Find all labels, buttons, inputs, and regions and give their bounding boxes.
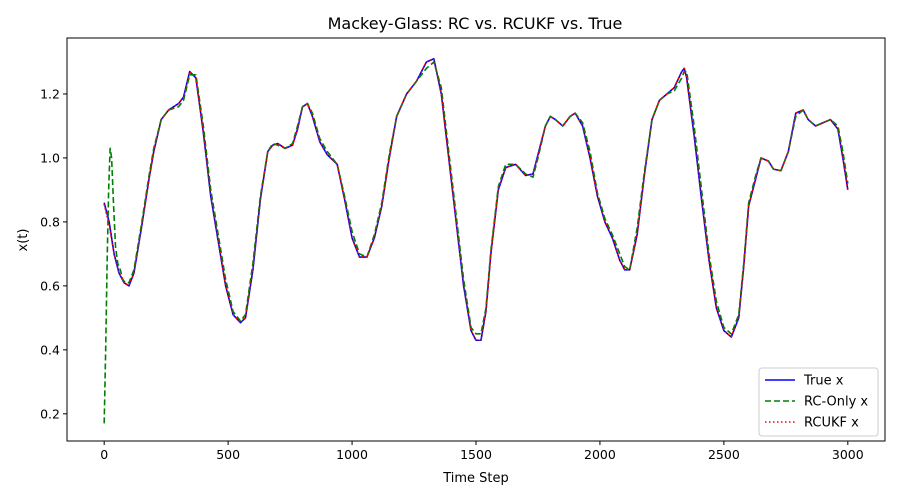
- x-tick-label: 3000: [832, 447, 864, 462]
- x-tick-label: 500: [216, 447, 240, 462]
- x-tick-label: 2500: [708, 447, 740, 462]
- x-axis: 0 500 1000 1500 2000 2500 3000: [100, 441, 864, 462]
- y-axis-label: x(t): [16, 229, 31, 252]
- legend-label-3: RCUKF x: [804, 416, 859, 431]
- y-tick-label: 0.6: [40, 278, 60, 293]
- x-tick-label: 0: [100, 447, 108, 462]
- series-line-2: [103, 61, 849, 424]
- y-tick-label: 0.2: [40, 406, 60, 421]
- y-tick-label: 0.8: [40, 214, 60, 229]
- series-line-3: [103, 57, 849, 342]
- x-tick-label: 1500: [460, 447, 492, 462]
- legend-box: [758, 367, 879, 437]
- series-layer: [103, 57, 849, 424]
- legend-label-2: RC-Only x: [804, 395, 868, 410]
- y-axis: 0.2 0.4 0.6 0.8 1.0 1.2: [40, 86, 67, 421]
- x-tick-label: 1000: [336, 447, 368, 462]
- y-tick-label: 1.0: [40, 150, 60, 165]
- legend: True x RC-Only x RCUKF x: [758, 367, 879, 437]
- chart-title: Mackey-Glass: RC vs. RCUKF vs. True: [328, 14, 623, 33]
- x-tick-label: 2000: [584, 447, 616, 462]
- x-axis-label: Time Step: [442, 471, 509, 486]
- y-tick-label: 0.4: [40, 342, 60, 357]
- legend-label-1: True x: [803, 374, 844, 389]
- y-tick-label: 1.2: [40, 86, 60, 101]
